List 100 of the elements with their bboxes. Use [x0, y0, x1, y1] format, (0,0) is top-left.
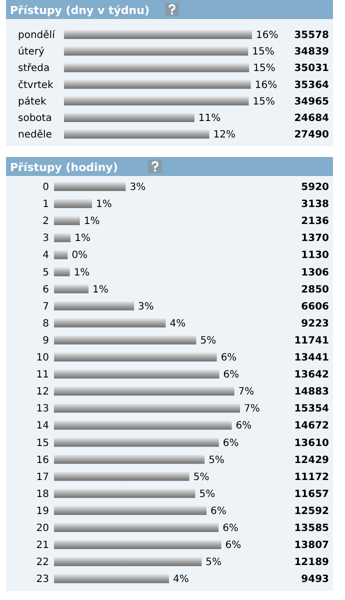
bar — [54, 301, 134, 310]
data-label: 11741 — [294, 335, 330, 346]
bar — [54, 233, 71, 242]
data-label: 1130 — [301, 250, 330, 262]
y-tick-label: 15 — [36, 438, 49, 449]
annotation: 5% — [193, 472, 210, 483]
y-tick-label: neděle — [18, 130, 52, 141]
data-label: 2850 — [301, 284, 330, 296]
bar — [54, 438, 219, 447]
y-tick-label: 18 — [36, 488, 49, 500]
data-label: 13441 — [294, 352, 330, 364]
y-tick-label: pátek — [18, 96, 47, 108]
bar — [54, 557, 202, 566]
annotation: 5% — [200, 335, 216, 346]
annotation: 5% — [208, 454, 224, 466]
data-label: 13610 — [294, 438, 330, 449]
data-label: 9223 — [301, 318, 330, 330]
y-tick-label: středa — [18, 63, 50, 74]
bar — [64, 63, 250, 72]
bar — [54, 199, 92, 208]
y-tick-label: 5 — [42, 267, 49, 278]
y-tick-label: 8 — [42, 318, 49, 330]
bar — [54, 574, 169, 584]
bar — [54, 506, 207, 515]
bar — [54, 523, 219, 532]
annotation: 6% — [222, 523, 238, 534]
bar — [54, 472, 190, 481]
annotation: 12% — [213, 130, 236, 141]
annotation: 1% — [92, 284, 108, 296]
data-label: 1306 — [301, 267, 330, 278]
annotation: 5% — [199, 488, 216, 500]
annotation: 11% — [198, 113, 221, 124]
y-tick-label: čtvrtek — [18, 80, 54, 91]
bar — [54, 386, 234, 396]
annotation: 6% — [210, 506, 226, 517]
annotation: 6% — [222, 438, 239, 449]
y-tick-label: 0 — [42, 182, 49, 193]
chart-title: Přístupy (dny v týdnu) — [10, 4, 150, 17]
data-label: 2136 — [301, 216, 330, 228]
y-tick-label: 21 — [36, 540, 49, 552]
annotation: 3% — [138, 301, 154, 312]
data-label: 12189 — [294, 557, 330, 568]
annotation: 7% — [238, 386, 254, 398]
y-tick-label: úterý — [18, 46, 45, 58]
y-tick-label: 23 — [36, 574, 49, 586]
y-tick-label: 1 — [42, 199, 49, 210]
data-label: 34839 — [294, 46, 330, 58]
annotation: 1% — [84, 216, 100, 228]
bar — [64, 113, 194, 122]
annotation: 4% — [170, 318, 186, 330]
annotation: 7% — [244, 404, 260, 415]
bar — [54, 454, 205, 464]
data-label: 35578 — [294, 30, 330, 41]
annotation: 6% — [236, 420, 252, 432]
annotation: 4% — [173, 574, 189, 586]
data-label: 27490 — [294, 130, 330, 141]
y-tick-label: 10 — [36, 352, 49, 364]
y-tick-label: 6 — [42, 284, 49, 296]
data-label: 11172 — [294, 472, 330, 483]
bar — [54, 404, 240, 413]
data-label: 9493 — [301, 574, 330, 586]
y-tick-label: 11 — [36, 370, 49, 381]
data-label: 35364 — [294, 80, 330, 91]
bar — [64, 96, 249, 106]
bar — [64, 130, 210, 139]
bar — [54, 216, 80, 226]
bar — [64, 80, 251, 89]
annotation: 16% — [254, 80, 278, 91]
data-label: 14672 — [294, 420, 330, 432]
y-tick-label: 3 — [42, 233, 49, 244]
y-tick-label: 13 — [36, 404, 49, 415]
y-tick-label: 20 — [36, 523, 49, 534]
data-label: 11657 — [294, 488, 330, 500]
annotation: 1% — [96, 199, 112, 210]
annotation: 0% — [72, 250, 88, 262]
bar — [64, 46, 248, 56]
y-tick-label: 17 — [36, 472, 49, 483]
y-tick-label: sobota — [18, 113, 52, 124]
bar — [54, 182, 126, 191]
annotation: 6% — [225, 540, 242, 552]
annotation: 1% — [74, 233, 90, 244]
bar — [54, 267, 70, 276]
data-label: 24684 — [294, 113, 330, 124]
bar — [54, 284, 89, 294]
bar — [54, 370, 220, 379]
y-tick-label: 19 — [36, 506, 49, 517]
data-label: 13642 — [294, 370, 330, 381]
bar — [54, 420, 232, 430]
bar — [64, 30, 252, 39]
annotation: 15% — [253, 63, 276, 74]
data-label: 35031 — [294, 63, 330, 74]
annotation: 3% — [130, 182, 146, 193]
y-tick-label: 22 — [36, 557, 49, 568]
y-tick-label: pondělí — [18, 30, 56, 41]
bar — [54, 318, 166, 328]
data-label: 1370 — [301, 233, 330, 244]
y-tick-label: 9 — [42, 335, 49, 346]
y-tick-label: 12 — [36, 386, 49, 398]
annotation: 15% — [252, 96, 275, 108]
data-label: 14883 — [294, 386, 330, 398]
